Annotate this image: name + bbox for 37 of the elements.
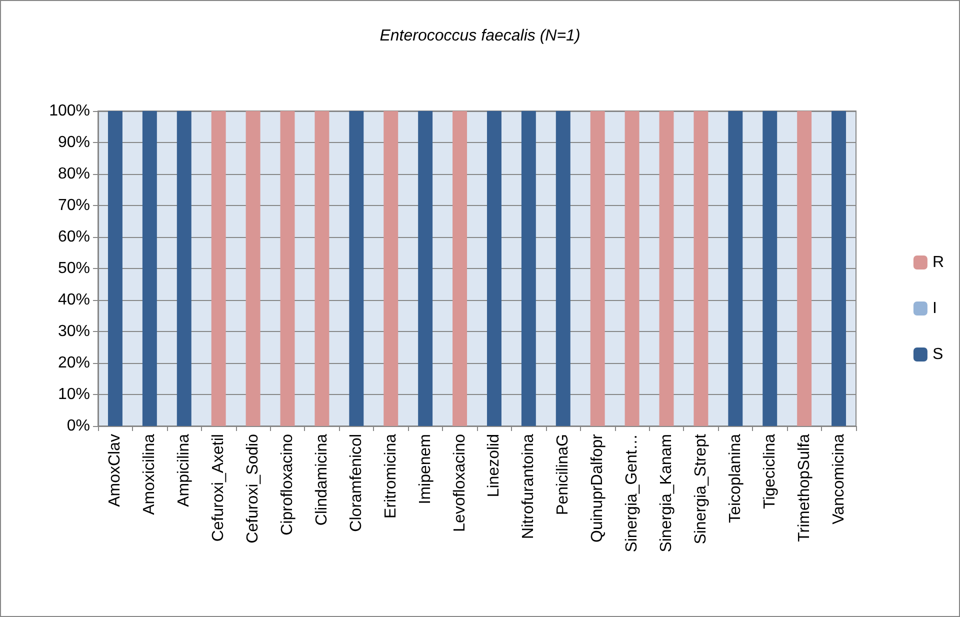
y-tick-label: 20%	[58, 354, 90, 372]
y-tick-label: 80%	[58, 166, 90, 182]
chart-title: Enterococcus faecalis (N=1)	[380, 28, 580, 44]
x-tick-label: Cefuroxi_Sodio	[244, 434, 262, 544]
x-tick-label: Imipenem	[416, 434, 434, 504]
y-tick-label: 100%	[49, 102, 90, 120]
x-tick-label: Ciprofloxacino	[279, 434, 296, 536]
y-tick-label: 90%	[58, 134, 90, 151]
x-tick-label: PenicilinaG	[554, 434, 572, 515]
y-tick-label: 60%	[58, 228, 90, 246]
y-tick-label: 50%	[58, 260, 90, 277]
x-tick-label: Teicoplanina	[726, 434, 744, 523]
x-tick-label: TrimethopSulfa	[796, 434, 813, 542]
x-tick-label: QuinuprDalfopr	[589, 433, 606, 542]
x-tick-label: AmoxClav	[106, 434, 124, 507]
legend-label: I	[932, 300, 937, 317]
x-tick-label: Nitrofurantoina	[520, 434, 538, 539]
y-tick-label: 10%	[58, 386, 90, 403]
x-tick-label: Tigeciclina	[761, 434, 778, 509]
x-tick-label: Levofloxacino	[451, 434, 468, 532]
y-tick-label: 70%	[58, 197, 90, 214]
y-tick-label: 30%	[58, 323, 90, 340]
legend-label: S	[932, 346, 944, 363]
y-tick-label: 40%	[58, 292, 90, 308]
x-tick-label: Sinergia_Strept	[692, 433, 710, 544]
x-tick-label: Ampicilina	[176, 434, 193, 507]
x-tick-label: Vancomicina	[830, 434, 848, 524]
x-tick-label: Clindamicina	[313, 434, 330, 526]
x-tick-label: Eritromicina	[382, 434, 400, 518]
y-tick-label: 0%	[66, 418, 90, 434]
x-tick-label: Cloramfenicol	[348, 434, 365, 532]
x-tick-label: Sinergia_Kanam	[658, 434, 675, 552]
x-tick-label: Amoxicilina	[141, 434, 158, 515]
x-tick-label: Cefuroxi_Axetil	[210, 434, 228, 542]
x-tick-label: Linezolid	[486, 434, 503, 498]
legend-label: R	[932, 254, 944, 271]
x-tick-label: Sinergia_Gent…	[624, 434, 641, 552]
